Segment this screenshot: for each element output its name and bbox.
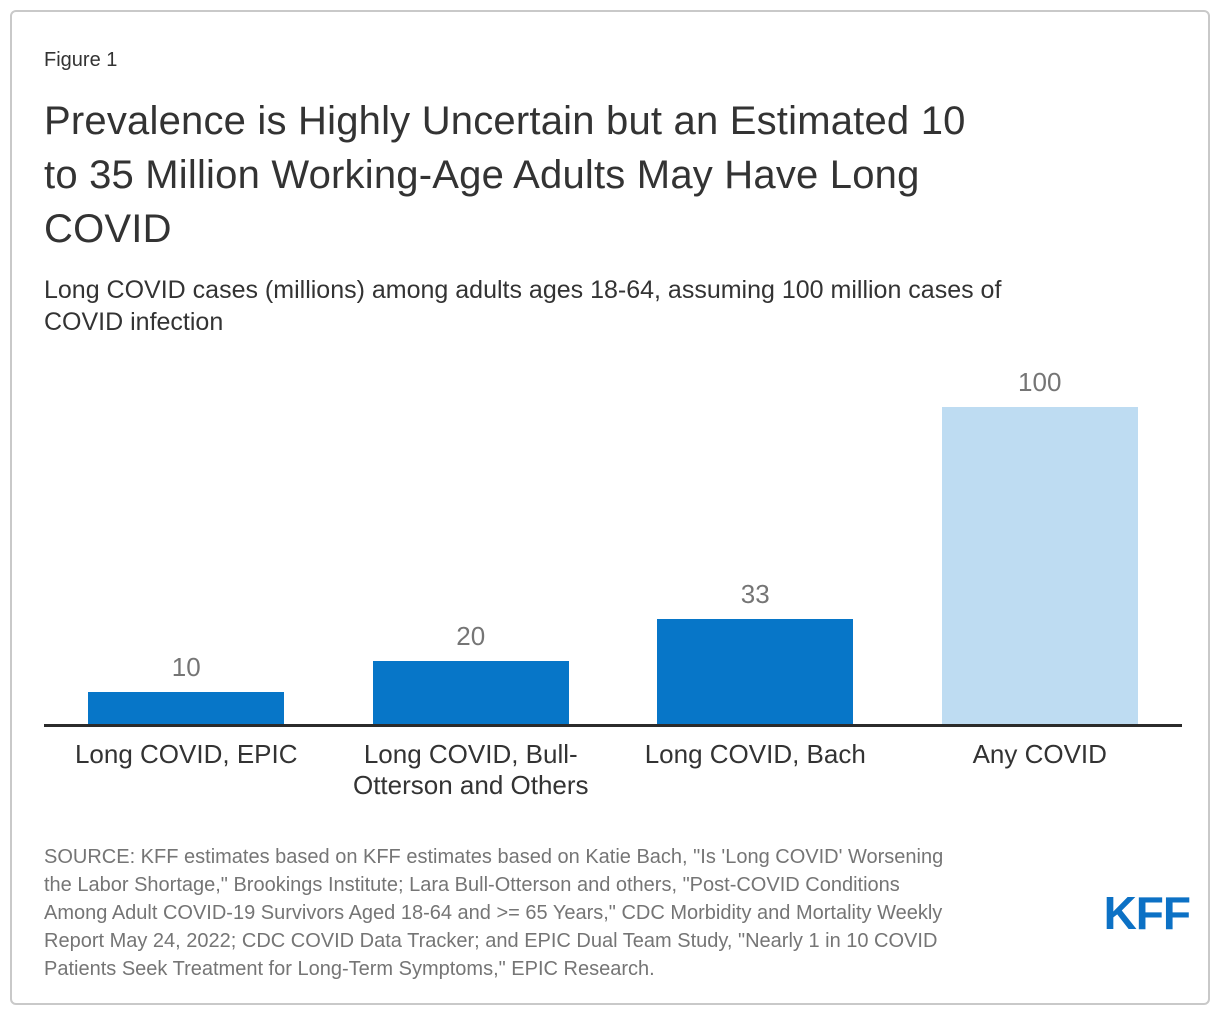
figure-label: Figure 1 <box>44 49 118 71</box>
bar-chart: 10 20 33 100 Long COVID, EPIC Long COVID, Bu… <box>44 362 1182 801</box>
category-label: Long COVID, Bach <box>644 739 866 769</box>
bar <box>88 692 285 724</box>
bar-column: 10 <box>44 362 329 724</box>
chart-subtitle: Long COVID cases (millions) among adults… <box>44 274 1176 338</box>
bar <box>657 619 854 724</box>
category-label: Long COVID, EPIC <box>74 739 298 769</box>
source-line: the Labor Shortage," Brookings Institute… <box>44 874 900 896</box>
bar-value-label: 33 <box>740 579 770 609</box>
source-line: Report May 24, 2022; CDC COVID Data Trac… <box>44 930 938 952</box>
footer: SOURCE: KFF estimates based on KFF estim… <box>44 843 1191 983</box>
bar-column: 20 <box>329 362 614 724</box>
chart-subtitle-line-2: COVID infection <box>44 308 224 336</box>
bar-column: 100 <box>898 362 1183 724</box>
source-line: Patients Seek Treatment for Long-Term Sy… <box>44 958 655 980</box>
bar-value-label: 100 <box>1018 367 1062 397</box>
bar-column: 33 <box>613 362 898 724</box>
plot-area: 10 20 33 100 <box>44 362 1182 727</box>
source-note: SOURCE: KFF estimates based on KFF estim… <box>44 843 1064 983</box>
bar <box>372 661 569 724</box>
chart-title: Prevalence is Highly Uncertain but an Es… <box>44 94 1176 256</box>
category-row: Long COVID, EPIC Long COVID, Bull-Otterso… <box>44 727 1182 801</box>
source-line: Among Adult COVID-19 Survivors Aged 18-6… <box>44 902 943 924</box>
chart-title-line-2: to 35 Million Working-Age Adults May Hav… <box>44 153 920 197</box>
bar-value-label: 10 <box>171 652 201 682</box>
chart-title-line-3: COVID <box>44 207 172 251</box>
bar-value-label: 20 <box>456 621 486 651</box>
chart-title-line-1: Prevalence is Highly Uncertain but an Es… <box>44 99 966 143</box>
kff-logo: KFF <box>1103 887 1191 939</box>
bar <box>941 407 1138 724</box>
category-label: Any COVID <box>972 739 1107 769</box>
source-line: SOURCE: KFF estimates based on KFF estim… <box>44 846 944 868</box>
figure-card: Figure 1 Prevalence is Highly Uncertain … <box>10 10 1210 1005</box>
category-label: Long COVID, Bull-Otterson and Others <box>352 739 589 800</box>
chart-subtitle-line-1: Long COVID cases (millions) among adults… <box>44 276 1002 304</box>
